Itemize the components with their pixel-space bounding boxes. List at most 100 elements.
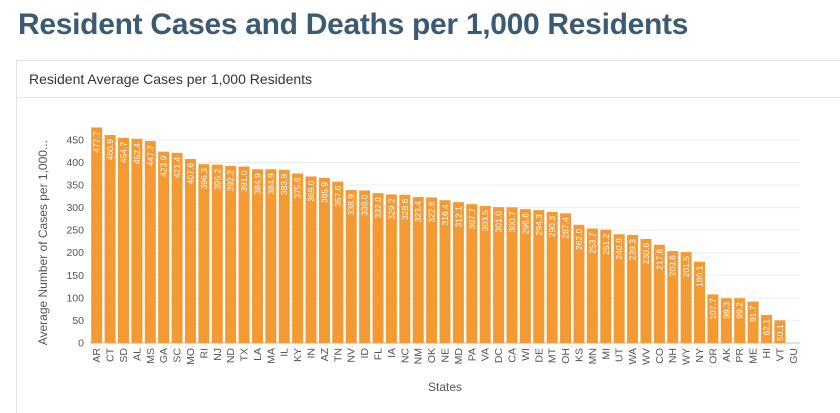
bar-pa[interactable]: [466, 204, 478, 343]
bar-wv[interactable]: [640, 238, 652, 343]
bar-or[interactable]: [707, 294, 719, 343]
x-tick-label: VT: [774, 347, 786, 361]
bar-wa[interactable]: [627, 235, 639, 343]
x-tick-label: ID: [359, 348, 371, 359]
y-tick-label: 150: [66, 270, 84, 282]
x-tick-label: IL: [279, 348, 291, 357]
bar-dc[interactable]: [493, 207, 505, 343]
x-tick-label: KY: [292, 348, 304, 362]
bar-ok[interactable]: [426, 197, 438, 343]
x-tick-label: ME: [748, 348, 760, 364]
bar-value-label: 407.6: [185, 163, 195, 185]
bar-value-label: 323.4: [413, 201, 423, 223]
bar-ga[interactable]: [158, 151, 170, 343]
bar-ct[interactable]: [104, 134, 116, 343]
x-tick-label: DC: [493, 348, 505, 364]
bar-value-label: 375.6: [293, 177, 303, 199]
bar-mo[interactable]: [184, 159, 196, 343]
bar-nj[interactable]: [211, 164, 223, 343]
bar-wi[interactable]: [519, 209, 531, 343]
bar-ne[interactable]: [439, 200, 451, 343]
bar-mi[interactable]: [600, 229, 612, 343]
bar-ri[interactable]: [198, 164, 210, 343]
bar-va[interactable]: [479, 206, 491, 343]
bar-al[interactable]: [131, 138, 143, 343]
bar-value-label: 230.6: [641, 243, 651, 265]
axes: 0 50 100 150 200 250 300 350 400 450 AR CT SD AL MS GA S…: [66, 134, 799, 365]
bar-ks[interactable]: [573, 224, 585, 343]
x-tick-label: FL: [373, 348, 385, 360]
bar-mt[interactable]: [546, 211, 558, 343]
bar-vt[interactable]: [774, 320, 786, 343]
x-tick-label: OK: [426, 348, 438, 363]
bar-sc[interactable]: [171, 152, 183, 343]
bar-ma[interactable]: [265, 169, 277, 343]
bar-nv[interactable]: [345, 190, 357, 343]
bar-mn[interactable]: [586, 228, 598, 343]
bar-co[interactable]: [653, 244, 665, 343]
x-tick-label: AR: [91, 348, 103, 363]
bar-value-label: 454.7: [118, 142, 128, 164]
bar-ny[interactable]: [694, 261, 706, 343]
x-tick-label: KS: [573, 348, 585, 362]
bar-value-label: 201.5: [681, 256, 691, 278]
bar-value-label: 290.3: [547, 216, 557, 238]
bar-la[interactable]: [251, 169, 263, 343]
bar-value-label: 287.4: [561, 217, 571, 239]
bar-ms[interactable]: [144, 140, 156, 343]
y-tick-label: 250: [66, 225, 84, 237]
bar-in[interactable]: [305, 176, 317, 343]
bar-sd[interactable]: [117, 137, 129, 343]
bar-tx[interactable]: [238, 166, 250, 343]
bar-wy[interactable]: [680, 252, 692, 343]
bar-value-label: 396.3: [199, 168, 209, 190]
bar-ut[interactable]: [613, 234, 625, 343]
bar-az[interactable]: [318, 177, 330, 343]
bar-tn[interactable]: [332, 181, 344, 343]
bar-nd[interactable]: [225, 166, 237, 343]
y-tick-label: 450: [66, 134, 84, 146]
bar-oh[interactable]: [560, 213, 572, 343]
bar-value-label: 421.4: [172, 157, 182, 179]
x-tick-label: IA: [386, 348, 398, 358]
x-tick-label: PR: [734, 348, 746, 363]
bar-ak[interactable]: [720, 298, 732, 343]
bar-value-label: 99.2: [735, 302, 745, 319]
bar-value-label: 301.0: [494, 211, 504, 233]
bar-me[interactable]: [747, 301, 759, 343]
bar-hi[interactable]: [761, 314, 773, 343]
x-tick-label: CA: [506, 348, 518, 363]
bar-nc[interactable]: [399, 194, 411, 343]
bar-value-label: 383.9: [279, 173, 289, 195]
bar-ia[interactable]: [385, 194, 397, 343]
x-tick-label: MA: [265, 348, 277, 364]
x-tick-label: NC: [399, 348, 411, 364]
bar-value-label: 392.2: [226, 170, 236, 192]
bar-value-label: 338.9: [346, 194, 356, 216]
bar-id[interactable]: [359, 190, 371, 343]
chart-card: Resident Average Cases per 1,000 Residen…: [16, 60, 840, 413]
bar-ky[interactable]: [292, 173, 304, 343]
bar-pr[interactable]: [734, 298, 746, 343]
bar-value-label: 307.7: [467, 208, 477, 230]
bar-nm[interactable]: [412, 197, 424, 343]
bar-value-label: 447.7: [145, 145, 155, 167]
bar-fl[interactable]: [372, 193, 384, 343]
bar-nh[interactable]: [667, 251, 679, 343]
card-header: Resident Average Cases per 1,000 Residen…: [17, 61, 840, 98]
bar-value-label: 107.7: [708, 298, 718, 320]
bar-il[interactable]: [278, 169, 290, 343]
bar-ca[interactable]: [506, 207, 518, 343]
x-tick-label: MS: [145, 348, 157, 364]
bar-value-label: 50.1: [775, 324, 785, 341]
x-tick-label: WY: [681, 348, 693, 365]
bar-value-label: 391.0: [239, 170, 249, 192]
bar-value-label: 294.3: [534, 214, 544, 236]
bar-de[interactable]: [533, 210, 545, 343]
bar-md[interactable]: [452, 202, 464, 343]
x-tick-label: SD: [118, 348, 130, 363]
x-tick-label: AL: [131, 348, 143, 361]
bar-ar[interactable]: [91, 127, 103, 343]
x-tick-label: NE: [440, 348, 452, 363]
x-tick-label: NH: [667, 348, 679, 363]
